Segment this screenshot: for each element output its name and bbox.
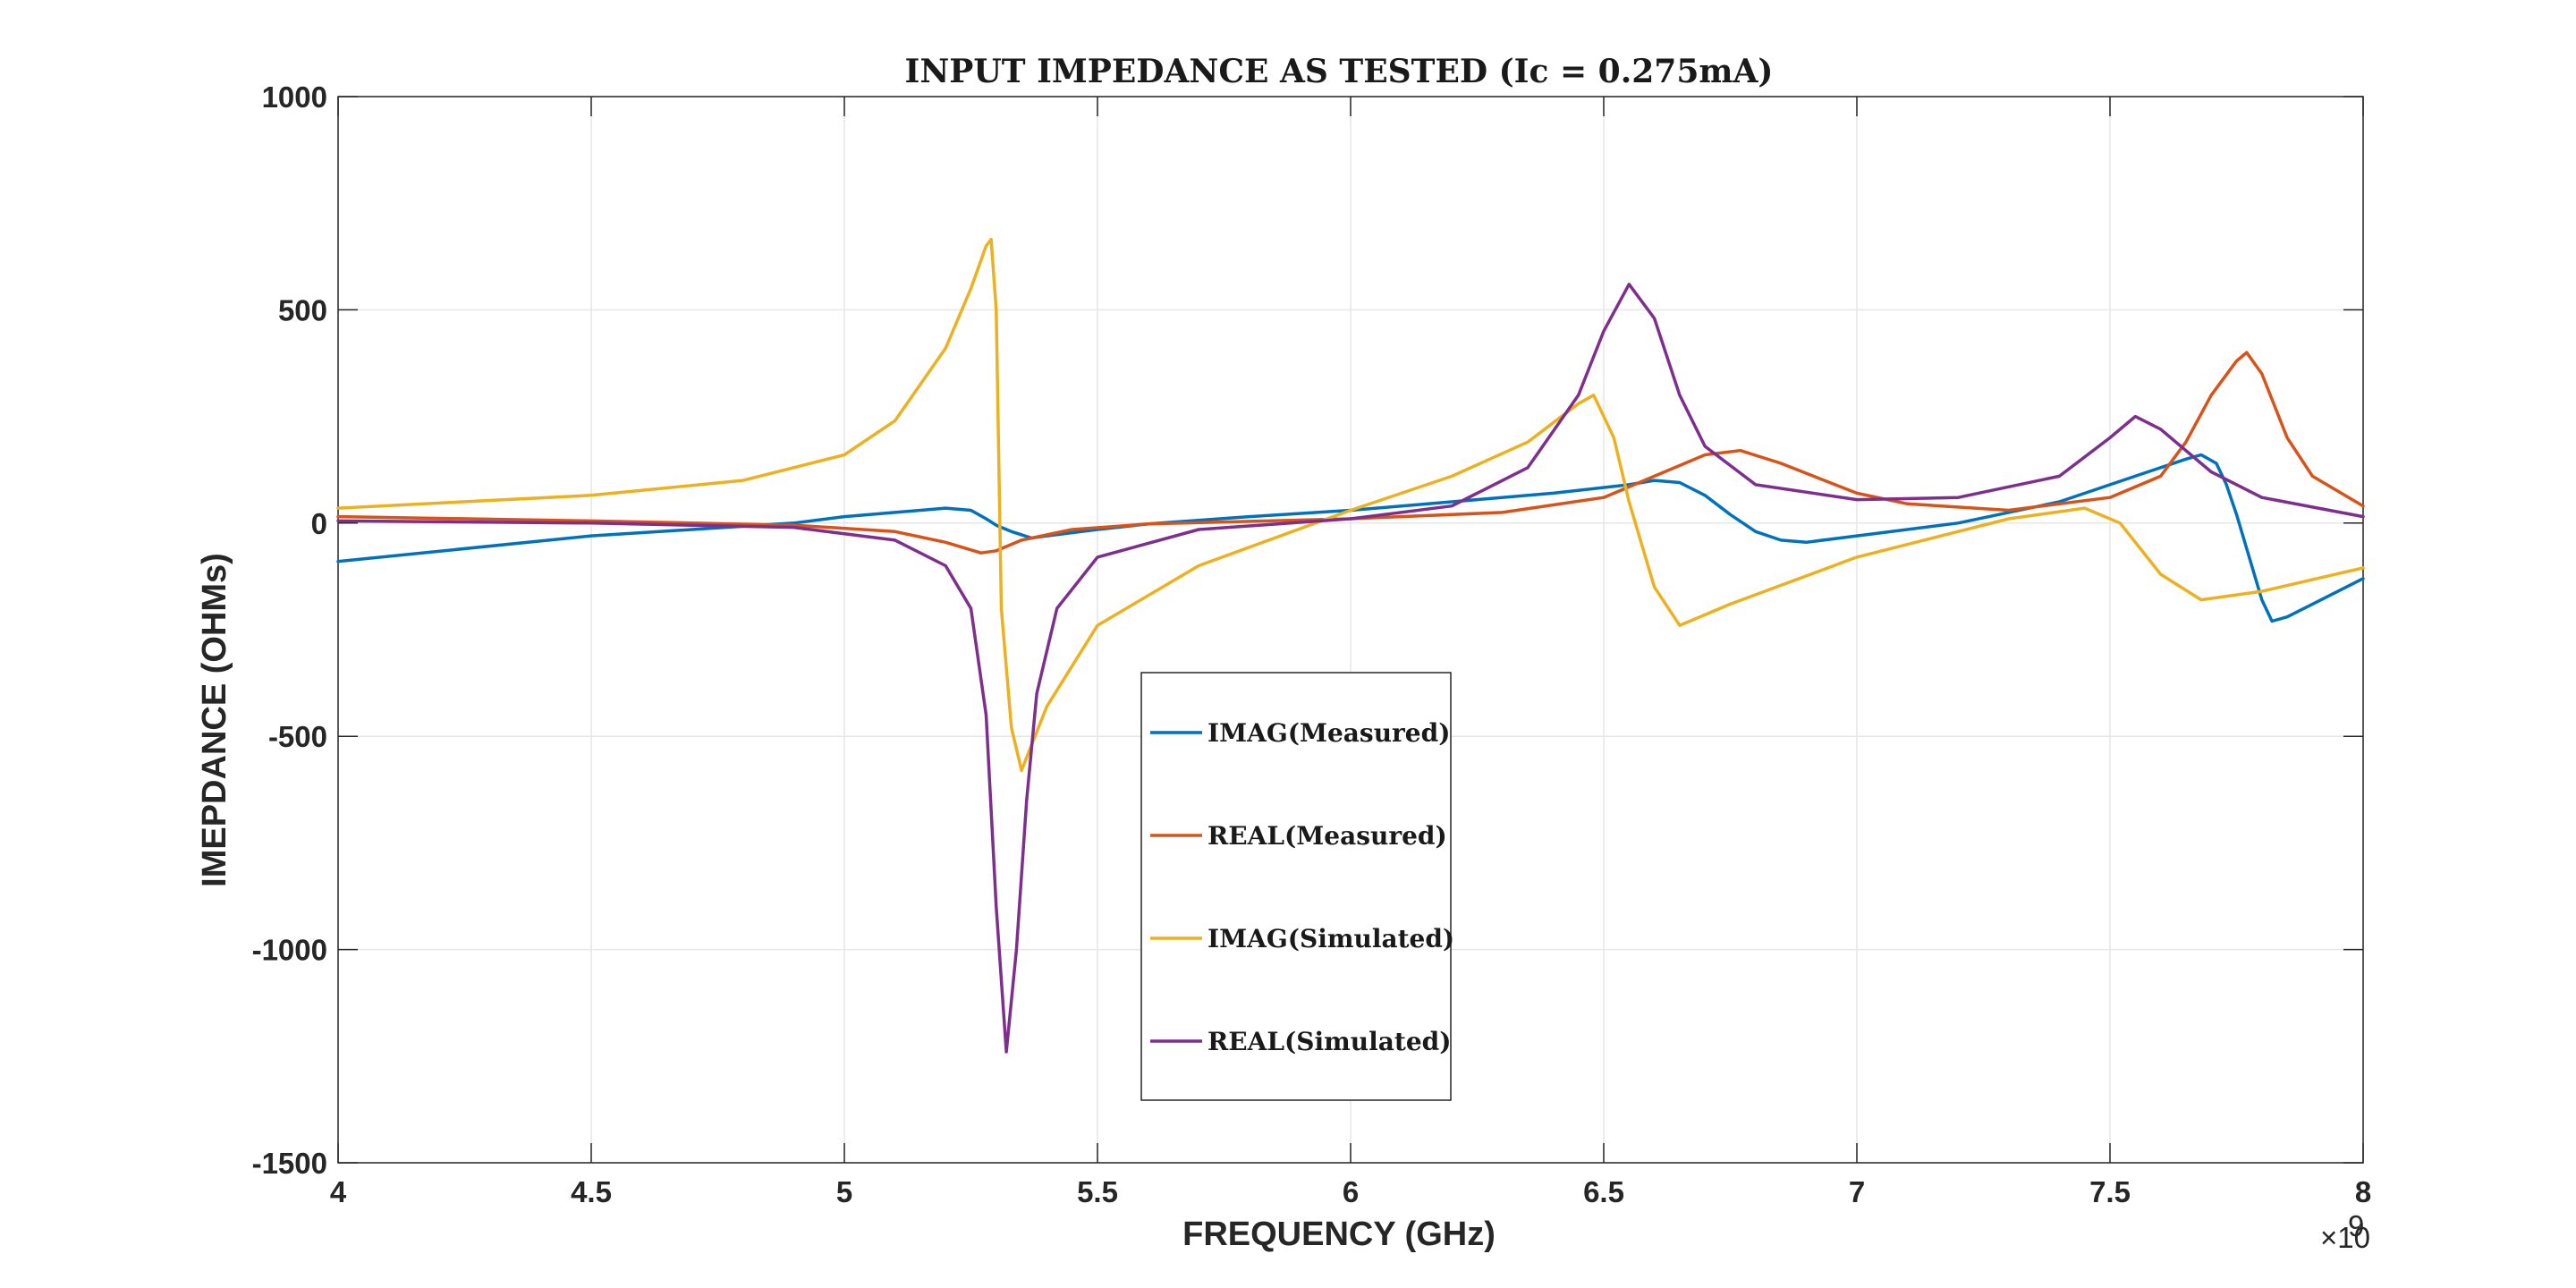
y-axis-label: IMEPDANCE (OHMs) [196,553,233,887]
x-axis-label: FREQUENCY (GHz) [1182,1216,1496,1253]
legend-box [1140,672,1452,1101]
series-line-3 [336,283,2365,1054]
series-line-1 [336,351,2365,555]
y-tick-label: 0 [311,507,327,540]
x-tick-label: 5.5 [1077,1175,1118,1208]
axes [337,96,2364,1164]
legend: IMAG(Measured) REAL(Measured) IMAG(Simulat… [1140,672,1454,1101]
legend-entry: IMAG(Measured) [1208,718,1450,748]
y-tick-label: -500 [268,720,327,753]
legend-entry: IMAG(Simulated) [1208,924,1454,953]
series-lines [336,237,2365,1054]
x-tick-label: 7 [1849,1175,1865,1208]
x-multiplier-base: ×10 [2320,1221,2370,1254]
x-multiplier: ×10 9 [2320,1209,2370,1254]
x-multiplier-exponent: 9 [2348,1209,2364,1242]
y-tick-label: -1500 [252,1147,327,1180]
x-tick-label: 8 [2355,1175,2371,1208]
x-tick-label: 6 [1343,1175,1359,1208]
y-tick-label: -1000 [252,934,327,967]
chart-title: INPUT IMPEDANCE AS TESTED (Ic = 0.275mA) [905,53,1774,90]
tick-labels: 4 4.5 5 5.5 6 6.5 7 7.5 8 1000 500 0 -500 -1000 -1500 [252,80,2372,1208]
x-tick-label: 4.5 [571,1175,612,1208]
legend-entry: REAL(Simulated) [1208,1027,1451,1056]
x-tick-label: 7.5 [2089,1175,2131,1208]
x-tick-label: 5 [836,1175,852,1208]
x-tick-label: 6.5 [1583,1175,1624,1208]
y-tick-label: 1000 [262,80,327,114]
legend-entry: REAL(Measured) [1208,821,1447,851]
series-line-0 [336,453,2365,623]
x-tick-label: 4 [330,1175,347,1208]
series-line-2 [336,237,2365,773]
y-tick-label: 500 [278,293,327,326]
